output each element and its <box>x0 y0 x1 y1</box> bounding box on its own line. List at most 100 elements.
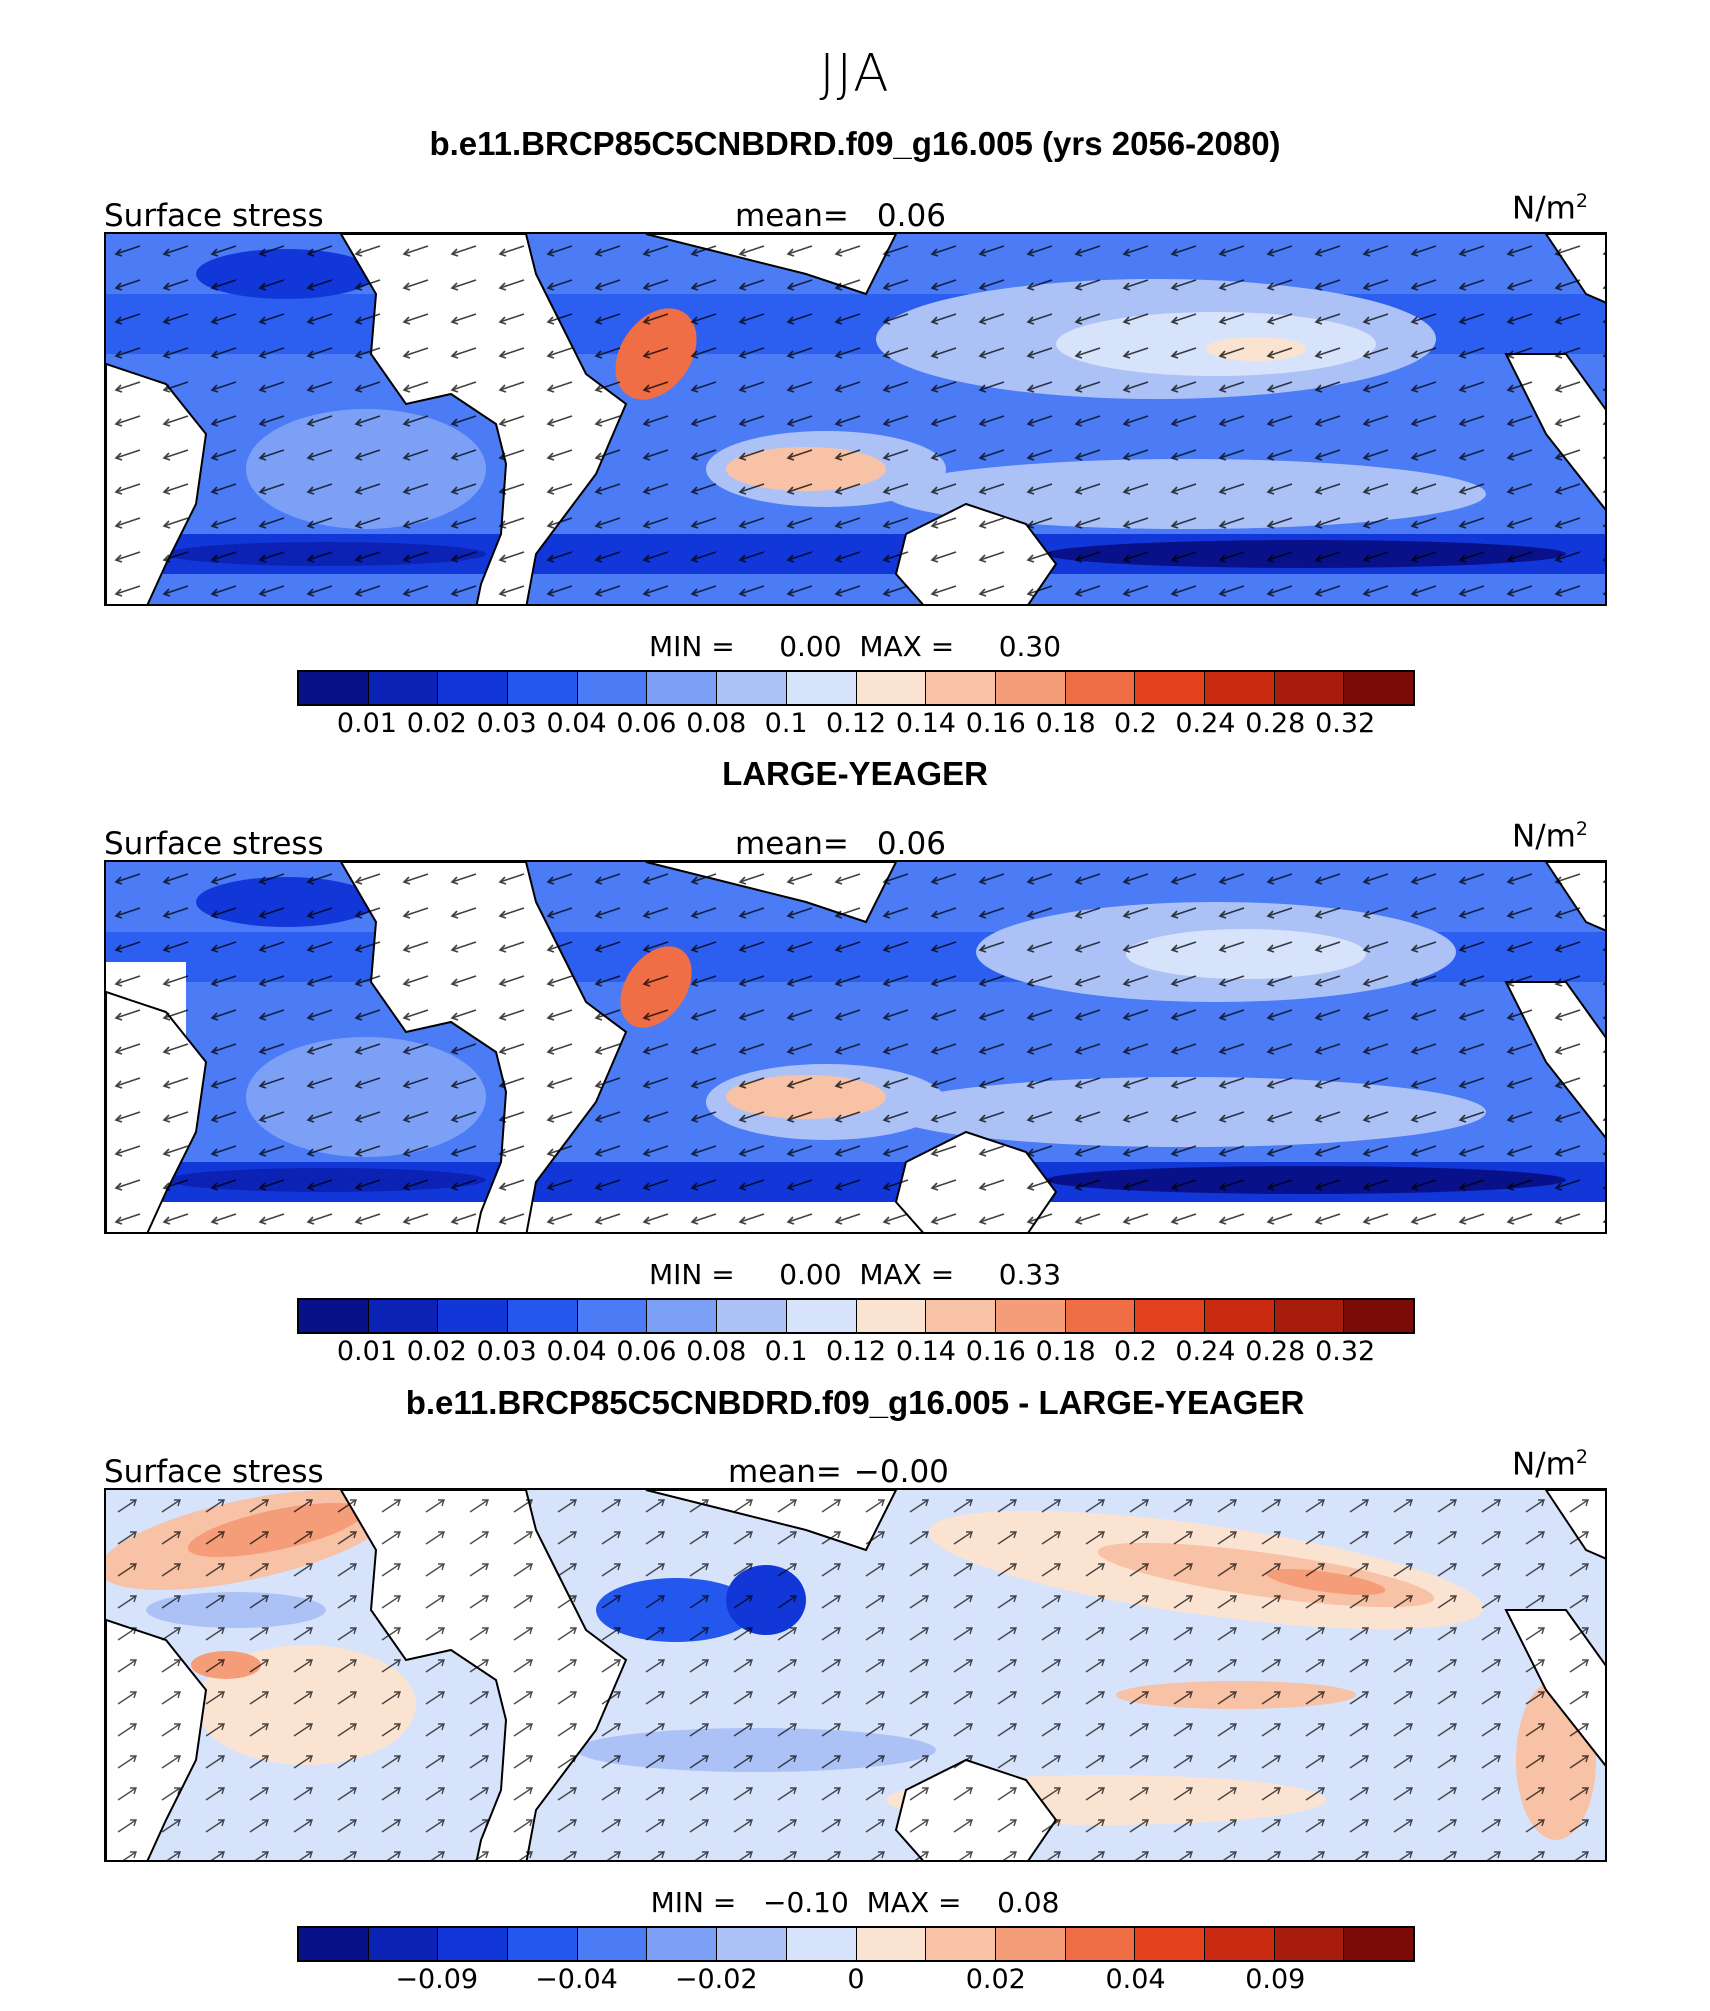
colorbar-box-10 <box>926 672 996 704</box>
colorbar-tick-label: 0.01 <box>336 708 397 739</box>
season-title: JJA <box>819 44 891 104</box>
colorbar-box-7 <box>717 1300 787 1332</box>
colorbar-box-10 <box>926 1300 996 1332</box>
panel-2-vectors <box>106 862 1605 1232</box>
colorbar-box-15 <box>1274 672 1345 704</box>
colorbar-tick-label: −0.04 <box>535 1964 618 1995</box>
colorbar-tick-label: 0.18 <box>1035 1336 1096 1367</box>
panel-3-map <box>104 1488 1607 1862</box>
colorbar-box-2 <box>368 1928 439 1960</box>
panel-2-min-value: 0.00 <box>779 1258 842 1291</box>
colorbar-box-14 <box>1204 1928 1275 1960</box>
colorbar-tick-label: 0.32 <box>1315 708 1376 739</box>
panel-3-units-base: N/m <box>1512 1446 1576 1483</box>
colorbar-box-16 <box>1344 1300 1413 1332</box>
colorbar-tick-label: 0.04 <box>1105 1964 1166 1995</box>
panel-3-minmax: MIN = −0.10 MAX = 0.08 <box>0 1886 1710 1919</box>
colorbar-tick-label: 0.1 <box>764 1336 808 1367</box>
panel-1-units-base: N/m <box>1512 190 1576 227</box>
colorbar-tick-label: 0.09 <box>1245 1964 1306 1995</box>
panel-3-units: N/m2 <box>1512 1446 1588 1482</box>
panel-3-vectors <box>106 1490 1605 1860</box>
panel-3-units-exp: 2 <box>1575 1446 1588 1468</box>
colorbar-tick-label: 0.2 <box>1114 1336 1157 1367</box>
colorbar-tick-label: −0.02 <box>674 1964 758 1995</box>
colorbar-box-11 <box>995 1300 1066 1332</box>
colorbar-box-7 <box>717 672 787 704</box>
panel-1-max-value: 0.30 <box>998 630 1062 663</box>
colorbar-box-3 <box>438 672 509 704</box>
colorbar-tick-label: 0.14 <box>895 1336 956 1367</box>
colorbar-tick-label: 0.2 <box>1114 708 1157 739</box>
colorbar-box-4 <box>508 1300 578 1332</box>
colorbar-tick-label: 0.24 <box>1175 1336 1236 1367</box>
panel-1-min-value: 0.00 <box>779 630 842 663</box>
colorbar-box-1 <box>299 1928 369 1960</box>
panel-1-min-label: MIN = <box>648 630 735 663</box>
colorbar-box-9 <box>856 672 927 704</box>
colorbar-box-5 <box>577 1300 648 1332</box>
colorbar-box-10 <box>926 1928 996 1960</box>
colorbar-box-12 <box>1065 672 1136 704</box>
panel-3-variable-label: Surface stress <box>104 1454 324 1490</box>
colorbar-box-14 <box>1204 672 1275 704</box>
colorbar-tick-label: 0.06 <box>616 1336 677 1367</box>
colorbar-tick-label: 0 <box>847 1964 865 1995</box>
colorbar-box-15 <box>1274 1300 1345 1332</box>
colorbar-tick-label: 0.08 <box>686 1336 747 1367</box>
colorbar-box-11 <box>995 1928 1066 1960</box>
colorbar-box-5 <box>577 1928 648 1960</box>
panel-2-map <box>104 860 1607 1234</box>
panel-2-units-exp: 2 <box>1575 818 1588 840</box>
panel-3-title: b.e11.BRCP85C5CNBDRD.f09_g16.005 - LARGE… <box>405 1384 1305 1421</box>
colorbar-box-8 <box>786 1928 857 1960</box>
colorbar-box-3 <box>438 1928 509 1960</box>
panel-3-colorbar-ticks: −0.09 −0.04 −0.02 0 0.02 0.04 0.09 <box>297 1964 1415 1995</box>
colorbar-box-6 <box>647 672 718 704</box>
colorbar-box-9 <box>856 1928 927 1960</box>
colorbar-box-13 <box>1135 672 1205 704</box>
panel-2-minmax: MIN = 0.00 MAX = 0.33 <box>0 1258 1710 1291</box>
colorbar-tick-label: 0.06 <box>616 708 677 739</box>
colorbar-tick-label: 0.24 <box>1175 708 1236 739</box>
panel-1-map <box>104 232 1607 606</box>
panel-1-mean-value: 0.06 <box>876 198 946 234</box>
panel-2-units: N/m2 <box>1512 818 1588 854</box>
colorbar-box-6 <box>647 1928 718 1960</box>
panel-3-max-value: 0.08 <box>997 1886 1060 1919</box>
colorbar-box-8 <box>786 1300 857 1332</box>
panel-1-units: N/m2 <box>1512 190 1588 226</box>
colorbar-box-4 <box>508 1928 578 1960</box>
panel-1-mean: mean= 0.06 <box>735 198 946 234</box>
colorbar-tick-label: 0.12 <box>825 1336 887 1367</box>
colorbar-box-1 <box>299 1300 369 1332</box>
colorbar-tick-label: 0.01 <box>336 1336 397 1367</box>
colorbar-tick-label: 0.1 <box>764 708 808 739</box>
panel-2-max-label: MAX = <box>859 1258 955 1291</box>
colorbar-tick-label: 0.04 <box>546 1336 607 1367</box>
panel-1-map-svg <box>106 234 1605 604</box>
colorbar-box-9 <box>856 1300 927 1332</box>
colorbar-tick-label: 0.02 <box>406 1336 467 1367</box>
colorbar-box-8 <box>786 672 857 704</box>
colorbar-box-1 <box>299 672 369 704</box>
colorbar-tick-label: 0.12 <box>825 708 887 739</box>
colorbar-tick-label: 0.16 <box>965 1336 1026 1367</box>
colorbar-box-7 <box>717 1928 787 1960</box>
colorbar-tick-label: 0.03 <box>476 708 537 739</box>
panel-3-min-value: −0.10 <box>763 1886 849 1919</box>
panel-3-mean-value: −0.00 <box>853 1454 949 1490</box>
panel-1-mean-label: mean= <box>735 198 849 234</box>
colorbar-box-4 <box>508 672 578 704</box>
colorbar-box-13 <box>1135 1928 1205 1960</box>
panel-2-colorbar-ticks: 0.01 0.02 0.03 0.04 0.06 0.08 0.1 0.12 0.14 0.16 0… <box>297 1336 1415 1367</box>
colorbar-box-16 <box>1344 672 1413 704</box>
panel-3-mean-label: mean= <box>728 1454 842 1490</box>
panel-3-map-svg <box>106 1490 1605 1860</box>
panel-2-mean: mean= 0.06 <box>735 826 946 862</box>
panel-1-vectors <box>106 234 1605 604</box>
colorbar-box-12 <box>1065 1300 1136 1332</box>
colorbar-box-15 <box>1274 1928 1345 1960</box>
colorbar-tick-label: 0.04 <box>546 708 607 739</box>
panel-3-max-label: MAX = <box>866 1886 962 1919</box>
